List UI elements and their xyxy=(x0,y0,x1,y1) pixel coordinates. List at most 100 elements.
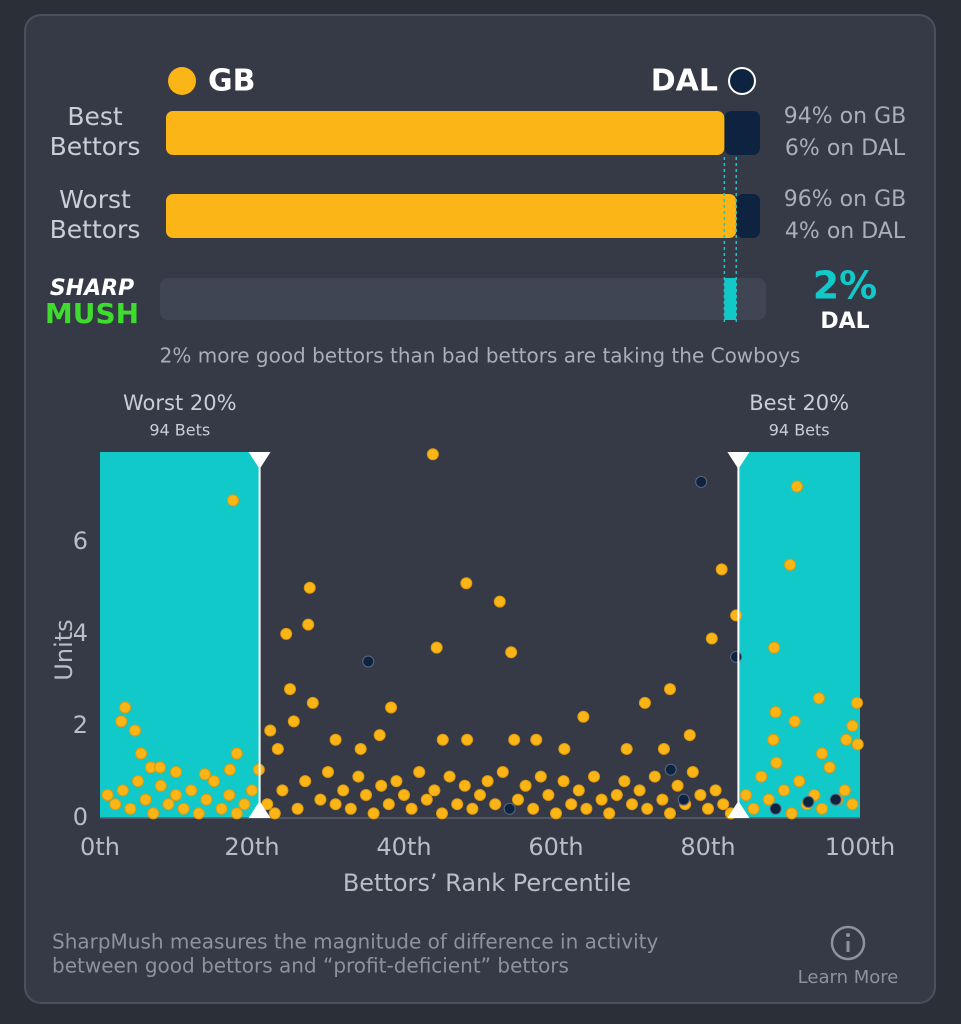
footer-text: SharpMush measures the magnitude of diff… xyxy=(52,930,659,954)
point xyxy=(755,770,768,783)
point xyxy=(115,715,128,728)
bar-segment xyxy=(724,111,760,155)
region xyxy=(738,452,860,818)
bar-value-label: 6% on DAL xyxy=(785,136,906,161)
point xyxy=(192,807,205,820)
point xyxy=(769,802,782,815)
point xyxy=(664,807,676,820)
region-label: Worst 20% xyxy=(123,391,237,415)
point xyxy=(390,775,403,788)
point xyxy=(577,710,590,723)
point xyxy=(677,793,690,806)
legend-dot xyxy=(728,67,756,95)
point xyxy=(227,494,239,507)
bar-value-label: 4% on DAL xyxy=(785,219,906,244)
point xyxy=(344,802,357,815)
footer-text: between good bettors and “profit-deficie… xyxy=(52,954,569,978)
point xyxy=(694,788,707,801)
point xyxy=(558,742,571,755)
x-tick-label: 20th xyxy=(224,833,279,861)
point xyxy=(802,795,815,808)
x-tick-label: 40th xyxy=(376,833,431,861)
y-tick-label: 6 xyxy=(73,527,88,555)
point xyxy=(603,807,616,820)
legend-dot xyxy=(168,67,196,95)
point xyxy=(846,798,859,811)
point xyxy=(132,775,144,788)
point xyxy=(705,632,718,645)
point xyxy=(154,761,167,774)
point xyxy=(717,798,730,811)
point xyxy=(816,802,828,815)
x-tick-label: 80th xyxy=(680,833,735,861)
point xyxy=(505,646,518,659)
point xyxy=(747,802,760,815)
point xyxy=(116,784,129,797)
point xyxy=(638,696,651,709)
point xyxy=(829,793,842,806)
point xyxy=(648,770,661,783)
point xyxy=(620,742,633,755)
point xyxy=(373,729,386,742)
point xyxy=(268,807,281,820)
point xyxy=(770,756,783,769)
bar-segment xyxy=(166,111,725,155)
point xyxy=(230,807,243,820)
point xyxy=(542,788,555,801)
point xyxy=(360,788,372,801)
point xyxy=(246,784,258,797)
info-icon[interactable] xyxy=(830,925,866,961)
point xyxy=(238,798,251,811)
point xyxy=(534,770,547,783)
point xyxy=(287,715,300,728)
point xyxy=(793,775,806,788)
point xyxy=(367,807,380,820)
point xyxy=(385,701,398,714)
point xyxy=(458,779,471,792)
point xyxy=(185,784,198,797)
region-label: Best 20% xyxy=(749,391,849,415)
point xyxy=(702,802,714,815)
legend-left: GB xyxy=(208,64,256,99)
point xyxy=(778,784,790,797)
y-tick-label: 2 xyxy=(73,711,88,739)
region xyxy=(100,452,260,818)
region-marker xyxy=(727,452,750,469)
point xyxy=(812,692,825,705)
point xyxy=(426,448,439,461)
point xyxy=(398,788,410,801)
info-icon-dot xyxy=(846,933,850,937)
bar-segment xyxy=(736,194,760,238)
point xyxy=(850,696,863,709)
x-tick-label: 100th xyxy=(825,833,895,861)
point xyxy=(101,788,114,801)
point xyxy=(767,733,780,746)
point xyxy=(139,793,152,806)
point xyxy=(683,729,696,742)
point xyxy=(493,595,506,608)
point xyxy=(460,577,473,590)
point xyxy=(215,802,228,815)
point xyxy=(572,784,585,797)
point xyxy=(816,747,828,760)
bar-label: Bettors xyxy=(50,132,141,161)
logo: MUSH xyxy=(45,297,139,330)
point xyxy=(588,770,600,783)
learn-more[interactable]: Learn More xyxy=(798,925,899,988)
region-marker xyxy=(727,801,750,818)
learn-more-link[interactable]: Learn More xyxy=(798,967,899,988)
bar-value-label: 94% on GB xyxy=(784,104,906,129)
point xyxy=(851,738,864,751)
point xyxy=(362,655,375,668)
point xyxy=(788,715,801,728)
bar-value-label: 96% on GB xyxy=(784,187,906,212)
point xyxy=(626,798,638,811)
point xyxy=(128,724,141,737)
sharpmush-team: DAL xyxy=(820,309,869,334)
point xyxy=(730,650,743,663)
region-marker xyxy=(248,801,271,818)
point xyxy=(503,802,516,815)
point xyxy=(322,765,334,778)
point xyxy=(633,784,646,797)
sharpmush-track xyxy=(160,278,766,320)
